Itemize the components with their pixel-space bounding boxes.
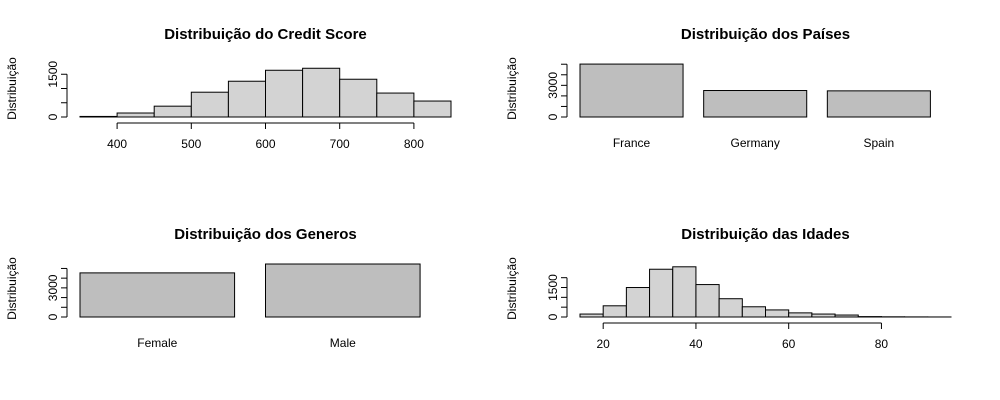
- histogram-bar: [788, 312, 813, 318]
- histogram-bar: [413, 100, 452, 118]
- y-tick-label: 0: [546, 313, 560, 320]
- chart-title: Distribuição dos Países: [681, 26, 850, 43]
- x-tick-label: 60: [782, 337, 796, 351]
- x-tick-label: France: [613, 136, 651, 150]
- y-tick-label: 1500: [46, 61, 60, 88]
- y-tick-label: 0: [546, 113, 560, 120]
- histogram-bar: [79, 115, 118, 118]
- bar: [265, 263, 421, 318]
- x-tick-label: 20: [597, 337, 611, 351]
- histogram-bar: [741, 306, 766, 318]
- x-tick-label: 800: [404, 137, 424, 151]
- x-tick-label: 700: [330, 137, 350, 151]
- histogram-bar: [116, 112, 155, 118]
- x-tick-label: 600: [255, 137, 275, 151]
- histogram-bar: [302, 67, 341, 118]
- histogram-bar: [265, 69, 304, 118]
- chart-title: Distribuição das Idades: [681, 226, 849, 243]
- y-tick-label: 0: [46, 113, 60, 120]
- histogram-bar: [376, 92, 415, 118]
- y-axis-label: Distribuição: [505, 57, 519, 120]
- chart-title: Distribuição do Credit Score: [164, 26, 367, 43]
- bar: [826, 90, 931, 118]
- histogram-bar: [190, 91, 229, 118]
- y-axis-label: Distribuição: [5, 257, 19, 320]
- histogram-bar: [765, 309, 790, 318]
- x-tick-label: 40: [689, 337, 703, 351]
- y-axis-label: Distribuição: [505, 257, 519, 320]
- x-tick-label: 400: [107, 137, 127, 151]
- chart-title: Distribuição dos Generos: [174, 226, 357, 243]
- y-tick-label: 3000: [546, 72, 560, 99]
- x-tick-label: Female: [137, 336, 177, 350]
- y-tick-label: 1500: [546, 274, 560, 301]
- histogram-bar: [625, 287, 651, 318]
- y-axis-label: Distribuição: [5, 57, 19, 120]
- x-tick-label: Spain: [864, 136, 895, 150]
- histogram-bar: [602, 305, 627, 318]
- histogram-bar: [579, 313, 604, 318]
- histogram-bar: [649, 268, 674, 318]
- histogram-bar: [339, 78, 378, 118]
- x-tick-label: Male: [330, 336, 356, 350]
- histogram-bar: [718, 298, 743, 318]
- bar: [579, 63, 684, 118]
- y-tick-label: 0: [46, 313, 60, 320]
- histogram-bar: [811, 313, 836, 318]
- y-tick-label: 3000: [46, 274, 60, 301]
- x-tick-label: 80: [875, 337, 889, 351]
- histogram-bar: [672, 266, 697, 318]
- histogram-bar: [834, 314, 859, 318]
- histogram-bar: [227, 80, 266, 118]
- bar: [79, 272, 236, 318]
- x-tick-label: 500: [181, 137, 201, 151]
- x-tick-label: Germany: [731, 136, 780, 150]
- bar: [703, 90, 808, 118]
- histogram-bar: [153, 105, 192, 118]
- histogram-bar: [695, 284, 720, 318]
